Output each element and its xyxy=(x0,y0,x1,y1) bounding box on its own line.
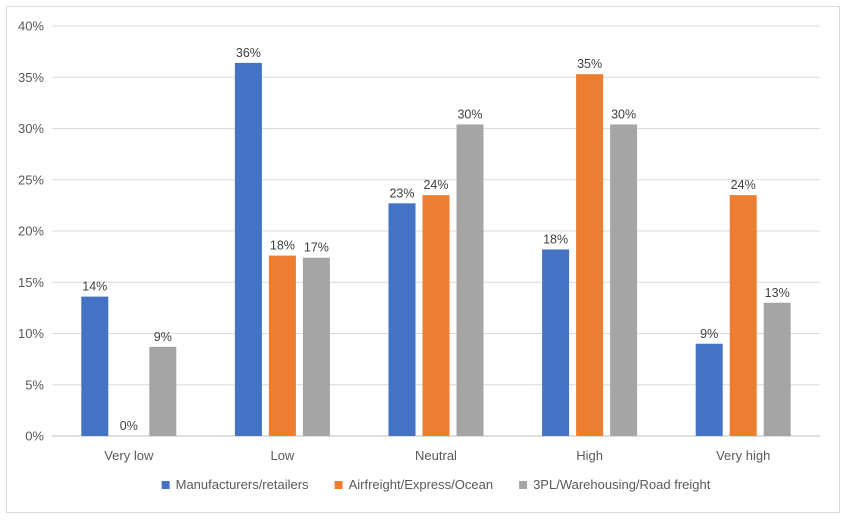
x-tick-label: Neutral xyxy=(415,448,457,463)
gridlines xyxy=(52,25,820,437)
data-label: 0% xyxy=(120,419,138,433)
x-tick-label: Very high xyxy=(716,448,770,463)
data-label: 30% xyxy=(457,107,482,121)
y-tick-label: 25% xyxy=(18,172,44,187)
legend-label: Airfreight/Express/Ocean xyxy=(349,477,494,492)
bar xyxy=(456,124,484,437)
y-tick-label: 5% xyxy=(25,377,44,392)
legend-item: Airfreight/Express/Ocean xyxy=(334,477,494,492)
legend-swatch xyxy=(334,481,343,489)
y-axis-ticks: 0% 5% 10% 15% 20% 25% 30% 35% 40% xyxy=(18,19,44,444)
legend-label: Manufacturers/retailers xyxy=(176,477,309,492)
data-label: 13% xyxy=(765,286,790,300)
data-label: 35% xyxy=(577,57,602,71)
bar xyxy=(576,74,604,437)
y-tick-label: 20% xyxy=(18,224,44,239)
data-label: 18% xyxy=(543,232,568,246)
bar xyxy=(729,195,757,436)
y-tick-label: 30% xyxy=(18,121,44,136)
legend-swatch xyxy=(161,481,170,489)
y-tick-label: 15% xyxy=(18,275,44,290)
bar xyxy=(268,255,296,436)
x-axis-ticks: Very low Low Neutral High Very high xyxy=(104,448,770,463)
x-tick-label: High xyxy=(576,448,603,463)
bar xyxy=(610,124,638,437)
bar xyxy=(81,296,109,436)
y-tick-label: 40% xyxy=(18,19,44,34)
data-label: 18% xyxy=(270,239,295,253)
data-label: 14% xyxy=(82,280,107,294)
data-label: 24% xyxy=(423,178,448,192)
x-tick-label: Low xyxy=(270,448,294,463)
data-labels: 14% 0% 9% 36% 18% 17% 23% 24% 30% 18% 35% 30% 9% 24% 1… xyxy=(82,46,789,433)
data-label: 36% xyxy=(236,46,261,60)
bar xyxy=(763,302,791,436)
bar xyxy=(422,195,450,436)
data-label: 23% xyxy=(389,186,414,200)
data-label: 24% xyxy=(731,178,756,192)
bar xyxy=(234,62,262,437)
legend-item: 3PL/Warehousing/Road freight xyxy=(519,477,711,492)
bar xyxy=(302,257,330,436)
y-tick-label: 35% xyxy=(18,70,44,85)
data-label: 9% xyxy=(154,330,172,344)
bar xyxy=(149,346,177,436)
data-label: 30% xyxy=(611,107,636,121)
legend-swatch xyxy=(519,481,528,489)
bar xyxy=(542,249,570,436)
x-tick-label: Very low xyxy=(104,448,154,463)
bar xyxy=(695,343,723,436)
legend-label: 3PL/Warehousing/Road freight xyxy=(533,477,711,492)
y-tick-label: 10% xyxy=(18,326,44,341)
legend-item: Manufacturers/retailers xyxy=(161,477,309,492)
data-label: 17% xyxy=(304,241,329,255)
bar xyxy=(388,203,416,436)
bars xyxy=(81,62,791,437)
legend: Manufacturers/retailers Airfreight/Expres… xyxy=(161,477,711,492)
data-label: 9% xyxy=(700,327,718,341)
y-tick-label: 0% xyxy=(25,429,44,444)
